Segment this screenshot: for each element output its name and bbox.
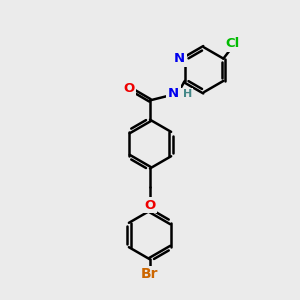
Text: N: N	[168, 87, 179, 100]
Text: Br: Br	[141, 267, 159, 281]
Text: N: N	[174, 52, 185, 65]
Text: Cl: Cl	[225, 37, 239, 50]
Text: O: O	[123, 82, 134, 95]
Text: O: O	[144, 199, 156, 212]
Text: H: H	[183, 89, 192, 99]
